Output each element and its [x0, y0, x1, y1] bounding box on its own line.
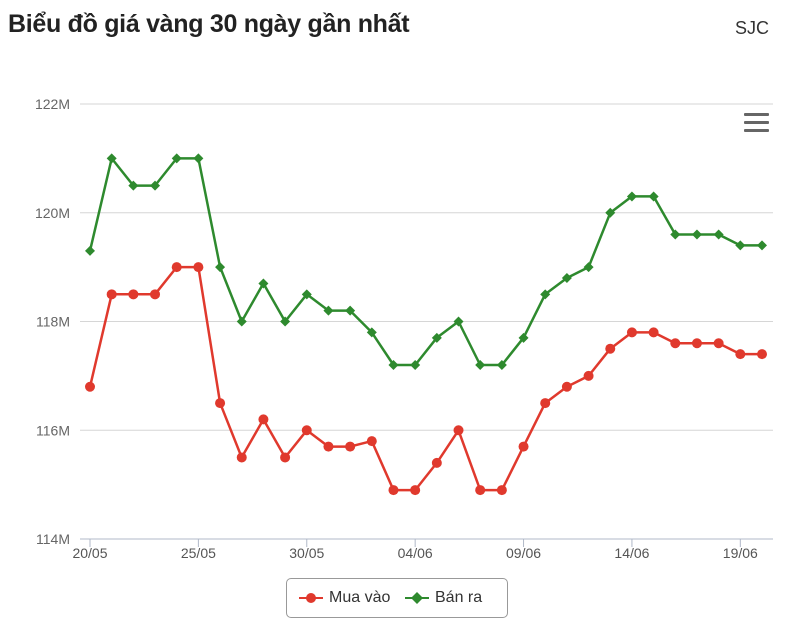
- y-tick-label: 118M: [36, 314, 70, 330]
- x-tick-label: 19/06: [723, 545, 758, 561]
- data-point[interactable]: [215, 398, 226, 409]
- data-point[interactable]: [735, 349, 746, 360]
- data-point[interactable]: [280, 316, 291, 327]
- data-point[interactable]: [366, 436, 377, 447]
- chart-title: Biểu đồ giá vàng 30 ngày gần nhất: [8, 10, 410, 38]
- data-point[interactable]: [301, 425, 312, 436]
- data-point[interactable]: [453, 316, 464, 327]
- grid-lines: [80, 103, 773, 431]
- legend-marker-diamond-icon: [405, 592, 429, 604]
- data-point[interactable]: [583, 370, 594, 381]
- data-point[interactable]: [518, 441, 529, 452]
- data-point[interactable]: [626, 191, 637, 202]
- data-point[interactable]: [128, 180, 139, 191]
- data-point[interactable]: [561, 381, 572, 392]
- data-point[interactable]: [215, 262, 226, 273]
- data-point[interactable]: [85, 245, 95, 256]
- data-point[interactable]: [280, 452, 291, 463]
- legend-item-mua-vao[interactable]: Mua vào: [299, 579, 390, 617]
- data-point[interactable]: [648, 191, 659, 202]
- x-tick-label: 20/05: [72, 545, 107, 561]
- data-point[interactable]: [561, 273, 572, 283]
- data-point[interactable]: [605, 207, 616, 218]
- x-tick-label: 04/06: [398, 545, 433, 561]
- data-point[interactable]: [193, 153, 204, 164]
- data-point[interactable]: [626, 327, 637, 338]
- legend: Mua vào Bán ra: [286, 578, 508, 618]
- data-point[interactable]: [366, 327, 377, 338]
- data-point[interactable]: [648, 327, 659, 338]
- series-group: [85, 153, 767, 496]
- brand-label: SJC: [734, 18, 769, 38]
- data-point[interactable]: [301, 289, 312, 300]
- data-point[interactable]: [106, 289, 117, 300]
- legend-label: Bán ra: [435, 589, 483, 606]
- data-point[interactable]: [670, 338, 681, 349]
- y-axis-ticks: 114M 116M 118M 120M 122M: [35, 96, 70, 547]
- data-point[interactable]: [583, 262, 594, 273]
- hamburger-menu-icon[interactable]: [744, 113, 769, 133]
- data-point[interactable]: [85, 381, 95, 392]
- data-point[interactable]: [323, 305, 334, 316]
- y-tick-label: 120M: [35, 205, 70, 221]
- data-point[interactable]: [150, 289, 161, 300]
- legend-label: Mua vào: [329, 589, 391, 606]
- data-point[interactable]: [236, 316, 247, 327]
- data-point[interactable]: [475, 360, 486, 370]
- x-tick-label: 09/06: [506, 545, 541, 561]
- data-point[interactable]: [106, 153, 117, 164]
- data-point[interactable]: [258, 414, 269, 425]
- data-point[interactable]: [410, 360, 421, 370]
- series-line-mua-vao: [88, 265, 762, 492]
- series-line-ban-ra: [88, 157, 762, 367]
- data-point[interactable]: [128, 289, 139, 300]
- data-point[interactable]: [540, 289, 551, 300]
- data-point[interactable]: [388, 485, 399, 496]
- x-tick-label: 14/06: [614, 545, 649, 561]
- y-tick-label: 122M: [35, 96, 70, 112]
- data-point[interactable]: [757, 240, 767, 251]
- data-point[interactable]: [171, 262, 182, 273]
- data-point[interactable]: [193, 262, 204, 273]
- data-point[interactable]: [453, 425, 464, 436]
- data-point[interactable]: [496, 360, 507, 370]
- x-tick-label: 30/05: [289, 545, 324, 561]
- data-point[interactable]: [713, 229, 724, 240]
- data-point[interactable]: [670, 229, 681, 240]
- data-point[interactable]: [431, 332, 442, 343]
- data-point[interactable]: [345, 441, 356, 452]
- data-point[interactable]: [431, 457, 442, 468]
- data-point[interactable]: [410, 485, 421, 496]
- data-point[interactable]: [150, 180, 161, 191]
- data-point[interactable]: [236, 452, 247, 463]
- data-point[interactable]: [757, 349, 767, 360]
- data-point[interactable]: [691, 229, 702, 240]
- data-point[interactable]: [258, 278, 269, 289]
- legend-marker-circle-icon: [299, 593, 323, 603]
- y-tick-label: 114M: [36, 531, 70, 547]
- y-tick-label: 116M: [36, 422, 70, 438]
- data-point[interactable]: [605, 343, 616, 354]
- data-point[interactable]: [475, 485, 486, 496]
- data-point[interactable]: [345, 305, 356, 316]
- data-point[interactable]: [713, 338, 724, 349]
- x-axis: 20/05 25/05 30/05 04/06 09/06 14/06 19/06: [72, 538, 773, 561]
- x-tick-label: 25/05: [181, 545, 216, 561]
- data-point[interactable]: [735, 240, 746, 251]
- legend-item-ban-ra[interactable]: Bán ra: [405, 579, 482, 617]
- data-point[interactable]: [518, 332, 529, 343]
- data-point[interactable]: [323, 441, 334, 452]
- data-point[interactable]: [691, 338, 702, 349]
- data-point[interactable]: [540, 398, 551, 409]
- data-point[interactable]: [496, 485, 507, 496]
- data-point[interactable]: [171, 153, 182, 164]
- data-point[interactable]: [388, 360, 399, 370]
